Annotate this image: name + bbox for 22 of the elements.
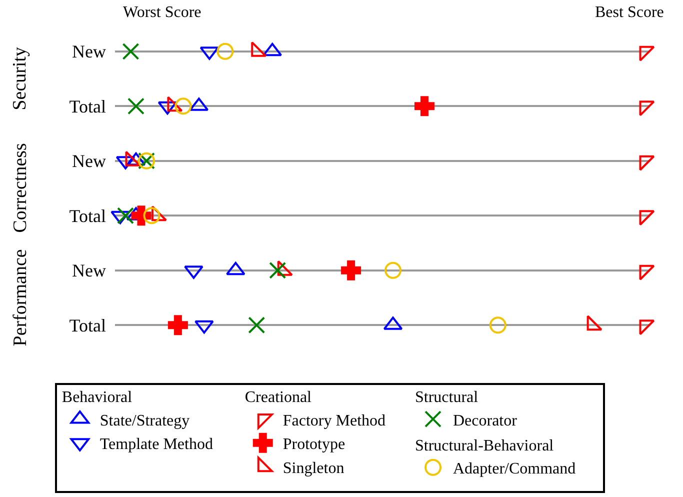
y-tick-label: New (72, 151, 106, 172)
y-tick-label: Total (69, 315, 106, 336)
y-tick-label: New (72, 42, 106, 62)
legend-label: Adapter/Command (452, 460, 576, 478)
text: Performance (10, 249, 31, 346)
y-tick-label: Total (69, 96, 106, 116)
y-tick-label: Total (69, 206, 106, 226)
text: Behavioral (62, 389, 133, 406)
legend-label: Prototype (282, 436, 346, 454)
text: Correctness (10, 143, 32, 233)
y-tick-label: New (72, 260, 106, 281)
legend-label: Decorator (452, 412, 518, 430)
text: Worst Score (123, 4, 202, 21)
legend-label: Template Method (100, 436, 213, 454)
legend-label: Factory Method (282, 412, 386, 430)
text: Structural (414, 389, 479, 406)
legend-label: Singleton (282, 460, 344, 477)
legend-label: State/Strategy (100, 412, 190, 430)
text: Best Score (595, 4, 664, 21)
text: Creational (244, 389, 312, 406)
text: Structural-Behavioral (414, 437, 554, 454)
text: Security (10, 46, 31, 110)
